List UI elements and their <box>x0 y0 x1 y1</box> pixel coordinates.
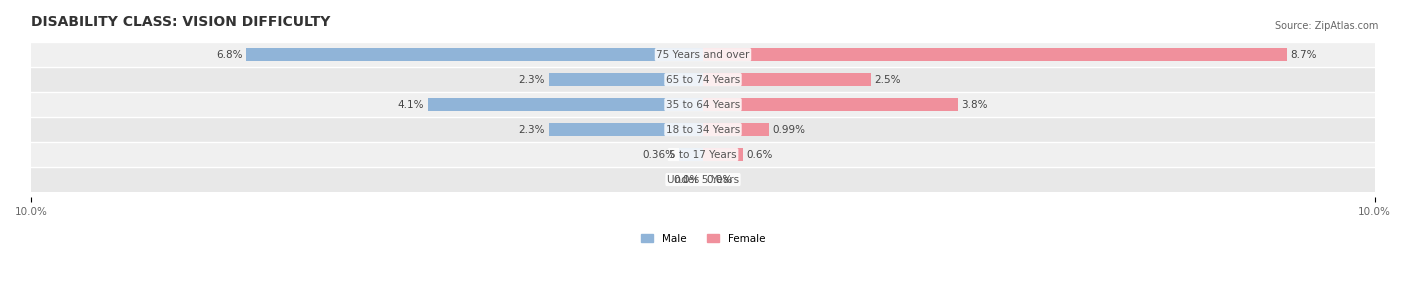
Bar <box>703 123 769 136</box>
Text: 8.7%: 8.7% <box>1291 50 1317 60</box>
Text: 6.8%: 6.8% <box>217 50 243 60</box>
Bar <box>31 167 1375 192</box>
Bar <box>31 142 1375 167</box>
Bar <box>703 148 744 161</box>
Text: 5 to 17 Years: 5 to 17 Years <box>669 150 737 160</box>
Bar <box>548 123 703 136</box>
Bar <box>31 42 1375 67</box>
Text: DISABILITY CLASS: VISION DIFFICULTY: DISABILITY CLASS: VISION DIFFICULTY <box>31 15 330 29</box>
Bar <box>427 98 703 112</box>
Bar <box>31 117 1375 142</box>
Legend: Male, Female: Male, Female <box>637 230 769 248</box>
Text: Under 5 Years: Under 5 Years <box>666 174 740 185</box>
Bar <box>548 73 703 86</box>
Text: 0.36%: 0.36% <box>643 150 675 160</box>
Text: 3.8%: 3.8% <box>962 100 988 110</box>
Text: 2.3%: 2.3% <box>519 125 546 135</box>
Text: 0.6%: 0.6% <box>747 150 773 160</box>
Text: 65 to 74 Years: 65 to 74 Years <box>666 74 740 85</box>
Bar <box>703 73 870 86</box>
Text: 2.5%: 2.5% <box>875 74 901 85</box>
Text: 0.0%: 0.0% <box>673 174 700 185</box>
Text: 4.1%: 4.1% <box>398 100 425 110</box>
Bar <box>703 48 1288 61</box>
Text: 0.0%: 0.0% <box>706 174 733 185</box>
Bar <box>679 148 703 161</box>
Bar <box>703 98 959 112</box>
Bar <box>31 67 1375 92</box>
Bar <box>31 92 1375 117</box>
Text: Source: ZipAtlas.com: Source: ZipAtlas.com <box>1274 21 1378 31</box>
Text: 2.3%: 2.3% <box>519 74 546 85</box>
Text: 0.99%: 0.99% <box>773 125 806 135</box>
Bar <box>246 48 703 61</box>
Text: 18 to 34 Years: 18 to 34 Years <box>666 125 740 135</box>
Text: 35 to 64 Years: 35 to 64 Years <box>666 100 740 110</box>
Text: 75 Years and over: 75 Years and over <box>657 50 749 60</box>
